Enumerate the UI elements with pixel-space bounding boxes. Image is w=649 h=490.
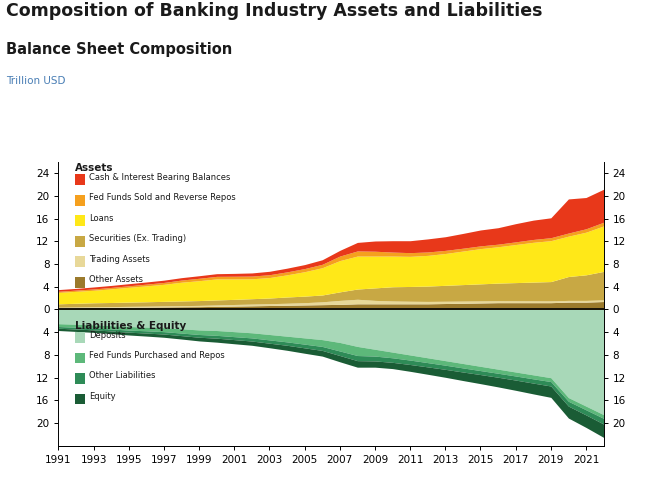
Text: Deposits: Deposits	[89, 331, 125, 340]
Text: Trillion USD: Trillion USD	[6, 76, 66, 86]
Text: Composition of Banking Industry Assets and Liabilities: Composition of Banking Industry Assets a…	[6, 2, 543, 21]
Text: Other Liabilities: Other Liabilities	[89, 371, 156, 381]
Text: Assets: Assets	[75, 163, 114, 173]
Text: Liabilities & Equity: Liabilities & Equity	[75, 321, 186, 331]
FancyBboxPatch shape	[75, 353, 84, 364]
Text: Fed Funds Sold and Reverse Repos: Fed Funds Sold and Reverse Repos	[89, 193, 236, 202]
FancyBboxPatch shape	[75, 393, 84, 404]
FancyBboxPatch shape	[75, 216, 84, 226]
Text: Cash & Interest Bearing Balances: Cash & Interest Bearing Balances	[89, 173, 230, 182]
FancyBboxPatch shape	[75, 256, 84, 267]
Text: Trading Assets: Trading Assets	[89, 255, 150, 264]
Text: Securities (Ex. Trading): Securities (Ex. Trading)	[89, 234, 186, 243]
FancyBboxPatch shape	[75, 195, 84, 206]
Text: Equity: Equity	[89, 392, 116, 401]
Text: Loans: Loans	[89, 214, 114, 223]
FancyBboxPatch shape	[75, 174, 84, 185]
FancyBboxPatch shape	[75, 236, 84, 246]
Text: Balance Sheet Composition: Balance Sheet Composition	[6, 42, 233, 57]
FancyBboxPatch shape	[75, 332, 84, 343]
Text: Other Assets: Other Assets	[89, 275, 143, 284]
FancyBboxPatch shape	[75, 277, 84, 288]
FancyBboxPatch shape	[75, 373, 84, 384]
Text: Fed Funds Purchased and Repos: Fed Funds Purchased and Repos	[89, 351, 225, 360]
